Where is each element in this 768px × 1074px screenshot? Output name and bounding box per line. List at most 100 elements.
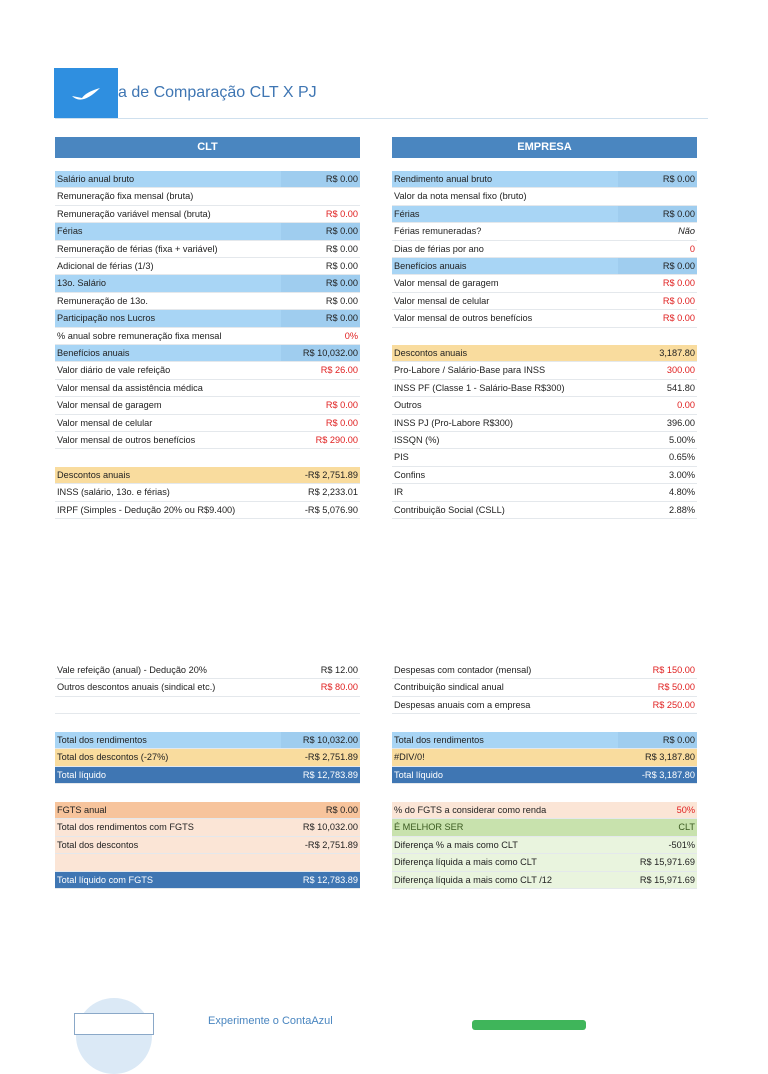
table-row: Férias R$ 0.00 xyxy=(392,205,697,224)
value-cell xyxy=(281,223,360,240)
table-row: Total dos rendimentos com FGTS R$ 10,032.… xyxy=(55,819,360,837)
table-row: Vale refeição (anual) - Dedução 20% R$ 12… xyxy=(55,662,360,680)
row-label: Total dos rendimentos xyxy=(57,735,147,745)
row-label: Total dos descontos xyxy=(57,839,139,850)
row-value: R$ 0.00 xyxy=(325,278,358,289)
table-row: Remuneração de 13o. R$ 0.00 xyxy=(55,293,360,311)
table-row: Total dos rendimentos R$ 10,032.00 xyxy=(55,732,360,750)
row-label: Participação nos Lucros xyxy=(57,313,156,324)
table-row: Remuneração variável mensal (bruta) R$ 0.… xyxy=(55,206,360,224)
row-value: R$ 0.00 xyxy=(325,295,358,306)
row-value: R$ 2,233.01 xyxy=(307,487,358,498)
row-label: Valor mensal de celular xyxy=(57,417,153,428)
row-label: #DIV/0! xyxy=(394,752,425,763)
row-value: 300.00 xyxy=(666,365,695,376)
promo-button[interactable] xyxy=(472,1020,586,1030)
row-label: Descontos anuais xyxy=(394,348,468,358)
row-label: Contribuição sindical anual xyxy=(394,682,504,693)
row-label: Valor mensal de outros benefícios xyxy=(394,313,533,324)
row-value: R$ 0.00 xyxy=(325,226,358,237)
table-row: Remuneração fixa mensal (bruta) xyxy=(55,188,360,206)
table-row: Rendimento anual bruto R$ 0.00 xyxy=(392,171,697,189)
row-value: R$ 0.00 xyxy=(325,417,358,428)
row-label: Remuneração fixa mensal (bruta) xyxy=(57,191,194,202)
row-label: Descontos anuais xyxy=(57,470,131,480)
table-row: Diferença % a mais como CLT -501% xyxy=(392,836,697,855)
value-cell xyxy=(281,188,360,204)
table-header: CLT xyxy=(55,137,360,158)
value-cell xyxy=(281,697,360,713)
table-row: Salário anual bruto R$ 0.00 xyxy=(55,171,360,189)
table-row: Outros 0.00 xyxy=(392,397,697,415)
table-row: Diferença líquida a mais como CLT /12 R$ … xyxy=(392,871,697,889)
table-header: EMPRESA xyxy=(392,137,697,158)
value-cell xyxy=(281,380,360,396)
table-row: Total líquido -R$ 3,187.80 xyxy=(392,766,697,785)
row-label: Remuneração de férias (fixa + variável) xyxy=(57,243,218,254)
value-cell xyxy=(618,732,697,749)
row-value: R$ 10,032.00 xyxy=(302,735,358,745)
table-row: INSS (salário, 13o. e férias) R$ 2,233.01 xyxy=(55,484,360,502)
table-row: Valor mensal de outros benefícios R$ 290.… xyxy=(55,432,360,450)
row-value: R$ 26.00 xyxy=(320,365,358,376)
row-label: Férias remuneradas? xyxy=(394,226,482,237)
row-label: Valor mensal da assistência médica xyxy=(57,382,203,393)
table-row: % do FGTS a considerar como renda 50% xyxy=(392,802,697,820)
table-row: Valor mensal de celular R$ 0.00 xyxy=(55,415,360,432)
row-value: -R$ 5,076.90 xyxy=(304,504,358,515)
row-label: IRPF (Simples - Dedução 20% ou R$9.400) xyxy=(57,504,236,515)
table-row: Participação nos Lucros R$ 0.00 xyxy=(55,310,360,328)
row-value: R$ 15,971.69 xyxy=(639,857,695,868)
table-row: #DIV/0! R$ 3,187.80 xyxy=(392,749,697,767)
table-row: Total líquido com FGTS R$ 12,783.89 xyxy=(55,871,360,889)
promo-circle xyxy=(76,998,152,1074)
row-label: Despesas com contador (mensal) xyxy=(394,665,532,675)
table-row: Confins 3.00% xyxy=(392,467,697,485)
row-label: % anual sobre remuneração fixa mensal xyxy=(57,330,222,341)
row-label: INSS PF (Classe 1 - Salário-Base R$300) xyxy=(394,382,565,393)
row-value: -R$ 2,751.89 xyxy=(304,752,358,763)
row-label: Outros xyxy=(394,400,422,411)
row-label: Rendimento anual bruto xyxy=(394,174,493,184)
table-row: É MELHOR SER CLT xyxy=(392,819,697,837)
row-label: Diferença líquida a mais como CLT /12 xyxy=(394,874,552,885)
row-value: R$ 0.00 xyxy=(662,313,695,324)
table-row: Total dos descontos -R$ 2,751.89 xyxy=(55,836,360,855)
row-label: Remuneração variável mensal (bruta) xyxy=(57,208,211,219)
row-value: R$ 12,783.89 xyxy=(302,874,358,885)
row-value: 2.88% xyxy=(668,504,695,515)
table-row: Férias remuneradas? Não xyxy=(392,223,697,241)
row-label: IR xyxy=(394,487,404,498)
table-row: Descontos anuais -R$ 2,751.89 xyxy=(55,467,360,485)
row-label: Total dos rendimentos com FGTS xyxy=(57,822,194,833)
row-label: Diferença líquida a mais como CLT xyxy=(394,857,537,868)
table-row: Total líquido R$ 12,783.89 xyxy=(55,766,360,785)
table-row: FGTS anual R$ 0.00 xyxy=(55,802,360,820)
row-value: CLT xyxy=(678,822,695,833)
row-value: 3,187.80 xyxy=(659,348,695,358)
promo-text: Experimente o ContaAzul xyxy=(208,1015,333,1027)
value-cell xyxy=(618,188,697,204)
row-label: Vale refeição (anual) - Dedução 20% xyxy=(57,665,207,675)
row-value: R$ 0.00 xyxy=(325,208,358,219)
value-cell xyxy=(281,854,360,870)
table-row xyxy=(55,854,360,872)
value-cell xyxy=(618,241,697,257)
row-value: R$ 80.00 xyxy=(320,682,358,693)
divider xyxy=(55,118,708,119)
table-row: Contribuição sindical anual R$ 50.00 xyxy=(392,679,697,697)
row-value: 541.80 xyxy=(666,382,695,393)
row-label: INSS PJ (Pro-Labore R$300) xyxy=(394,417,513,428)
row-value: R$ 12,783.89 xyxy=(302,769,358,780)
row-label: INSS (salário, 13o. e férias) xyxy=(57,487,170,498)
row-value: 5.00% xyxy=(668,435,695,445)
table-row: Valor mensal de garagem R$ 0.00 xyxy=(55,397,360,415)
row-label: Contribuição Social (CSLL) xyxy=(394,504,505,515)
row-value: R$ 10,032.00 xyxy=(302,822,358,833)
promo-screen xyxy=(74,1013,154,1035)
row-label: Despesas anuais com a empresa xyxy=(394,699,531,710)
row-value: -R$ 3,187.80 xyxy=(641,769,695,780)
row-value: R$ 12.00 xyxy=(320,665,358,675)
row-value: R$ 290.00 xyxy=(315,435,358,445)
table-row: IRPF (Simples - Dedução 20% ou R$9.400) -… xyxy=(55,502,360,520)
